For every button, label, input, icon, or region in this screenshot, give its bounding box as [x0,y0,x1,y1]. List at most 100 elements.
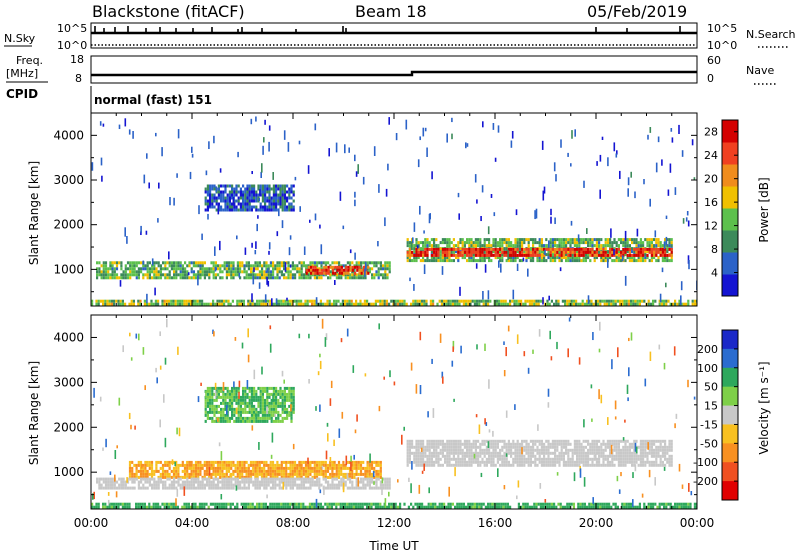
power-cell [519,259,521,262]
velocity-cell [213,461,215,464]
velocity-cell [221,481,223,484]
power-cell [316,261,318,264]
power-cell [186,276,188,279]
power-cell [320,276,322,279]
power-echo [267,268,269,272]
power-cell [314,269,316,272]
power-cell [435,259,437,262]
power-cell [561,248,563,251]
power-cell [480,300,482,303]
velocity-cell [543,446,545,449]
power-cell [355,303,357,306]
power-cell [600,238,602,241]
power-echo [304,247,306,255]
velocity-cell [451,446,453,449]
velocity-cell [380,476,382,479]
power-cell [220,200,222,203]
velocity-cell [561,443,563,446]
power-cell [222,209,224,212]
power-cell [264,206,266,209]
velocity-cell [431,464,433,467]
velocity-cell [217,481,219,484]
power-cell [446,244,448,247]
power-cell [284,194,286,197]
power-echo [378,184,380,193]
velocity-cell [171,487,173,490]
power-cell [541,253,543,256]
velocity-cell [199,481,201,484]
power-cell [171,264,173,267]
velocity-cell [276,461,278,464]
power-cell [226,264,228,267]
power-cell [371,276,373,279]
power-cell [594,238,596,241]
power-cell [208,276,210,279]
power-cell [561,254,563,257]
power-echo [666,216,668,219]
power-cell [279,197,281,200]
power-cell [519,247,521,250]
velocity-cell [446,455,448,458]
power-cell [298,261,300,264]
power-cell [624,248,626,251]
power-cell [420,254,422,257]
velocity-cell [651,464,653,467]
velocity-cell [314,481,316,484]
power-cell [100,300,102,303]
velocity-cell [589,443,591,446]
power-cell [390,300,392,303]
power-cell [239,264,241,267]
velocity-cell [235,478,237,481]
power-cell [288,209,290,212]
velocity-cell [241,461,243,464]
velocity-cell [486,458,488,461]
power-cell [509,303,511,306]
velocity-cell [151,487,153,490]
velocity-cell [219,461,221,464]
velocity-cell [640,452,642,455]
power-cell [503,254,505,257]
power-cell [657,241,659,244]
power-cell [296,300,298,303]
velocity-cell [232,470,234,473]
velocity-cell [490,440,492,443]
power-cell [197,303,199,306]
velocity-cell [550,452,552,455]
velocity-cell [331,484,333,487]
velocity-cell [118,487,120,490]
velocity-cell [574,452,576,455]
power-cell [561,241,563,244]
velocity-cell [241,467,243,470]
velocity-cell [274,467,276,470]
power-cell [333,300,335,303]
power-cell [259,264,261,267]
power-cell [375,300,377,303]
power-cell [451,248,453,251]
velocity-cell [613,440,615,443]
power-echo [315,214,317,221]
power-cell [437,254,439,257]
power-cell [476,300,478,303]
velocity-cell [426,461,428,464]
velocity-cell [638,458,640,461]
power-cell [338,276,340,279]
velocity-cell [202,478,204,481]
velocity-cell [184,476,186,479]
velocity-cell [497,461,499,464]
power-cell [492,254,494,257]
velocity-cell [552,458,554,461]
power-cell [513,303,515,306]
power-echo [290,235,292,239]
velocity-cell [574,449,576,452]
power-cell [508,241,510,244]
power-cell [158,270,160,273]
power-cell [568,300,570,303]
power-cell [134,264,136,267]
velocity-cell [605,443,607,446]
power-cell [629,254,631,257]
power-cell [288,197,290,200]
power-cell [660,241,662,244]
velocity-cell [219,470,221,473]
power-cell [211,200,213,203]
power-cell [286,209,288,212]
